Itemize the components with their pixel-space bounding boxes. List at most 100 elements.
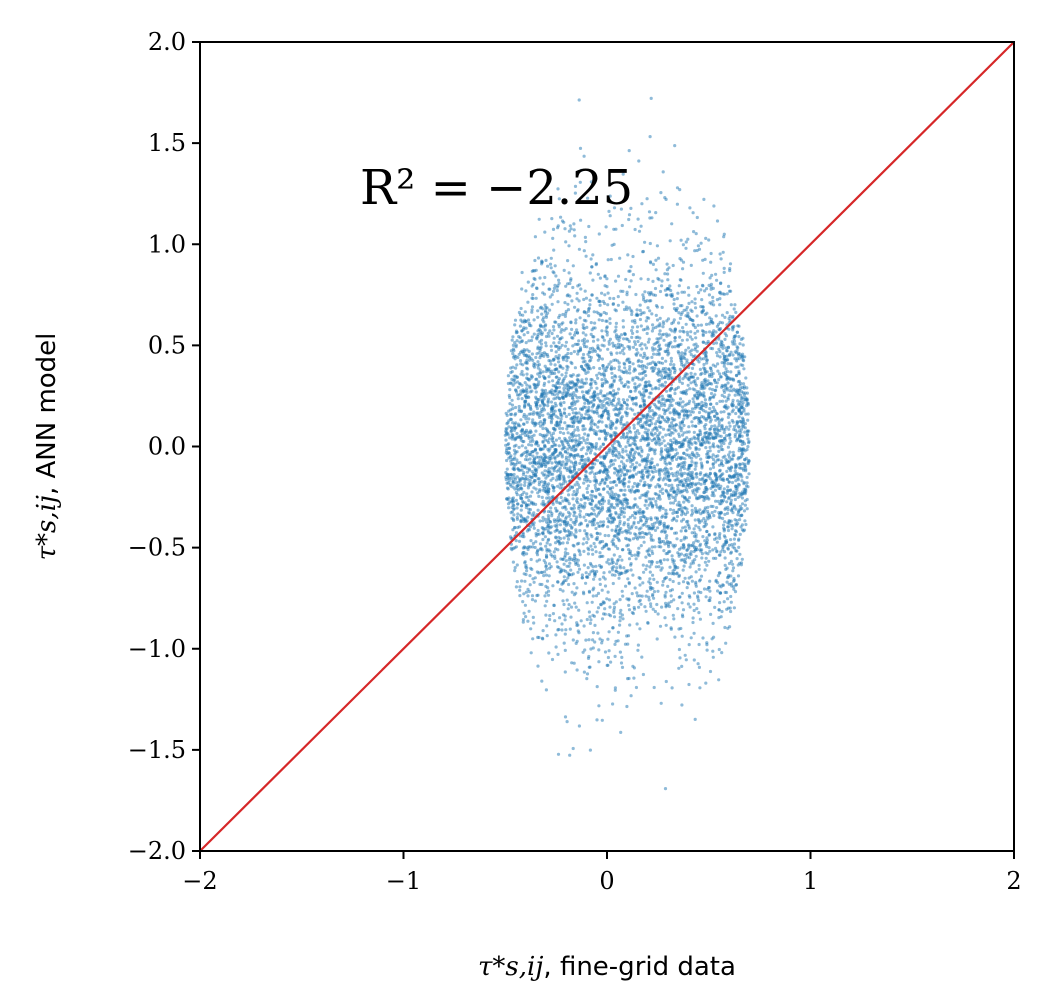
scatter-point	[543, 328, 547, 332]
scatter-point	[668, 411, 672, 415]
scatter-point	[741, 452, 745, 456]
scatter-point	[640, 311, 644, 315]
scatter-point	[708, 445, 712, 449]
scatter-point	[588, 451, 593, 455]
scatter-point	[720, 609, 724, 614]
scatter-point	[680, 494, 685, 498]
scatter-point	[716, 574, 721, 578]
scatter-point	[587, 405, 591, 410]
scatter-point	[547, 415, 551, 419]
scatter-point	[699, 471, 703, 475]
scatter-point	[732, 339, 737, 343]
scatter-point	[663, 458, 667, 463]
scatter-point	[603, 293, 607, 297]
scatter-point	[600, 414, 604, 418]
scatter-point	[679, 238, 683, 242]
scatter-point	[651, 326, 655, 330]
scatter-point	[510, 398, 514, 402]
scatter-point	[731, 377, 735, 381]
scatter-point	[695, 475, 699, 479]
scatter-point	[718, 571, 722, 575]
scatter-point	[734, 549, 738, 553]
scatter-point	[653, 545, 657, 549]
scatter-point	[564, 628, 568, 632]
scatter-point	[524, 590, 529, 594]
scatter-point	[576, 629, 580, 633]
scatter-point	[649, 419, 653, 423]
scatter-point	[664, 482, 668, 487]
scatter-point	[724, 641, 728, 645]
scatter-point	[658, 522, 662, 527]
scatter-point	[550, 302, 554, 306]
scatter-point	[635, 435, 639, 439]
scatter-point	[633, 516, 637, 520]
scatter-point	[620, 548, 625, 552]
scatter-point	[668, 565, 672, 569]
scatter-point	[684, 481, 688, 485]
scatter-point	[515, 563, 519, 567]
scatter-point	[671, 569, 675, 573]
scatter-point	[549, 433, 554, 437]
scatter-point	[595, 373, 599, 377]
scatter-point	[606, 517, 610, 521]
scatter-point	[544, 394, 548, 398]
scatter-point	[633, 510, 637, 514]
scatter-point	[542, 381, 547, 385]
scatter-point	[680, 489, 684, 493]
scatter-point	[719, 444, 724, 448]
scatter-point	[734, 374, 739, 378]
scatter-point	[664, 488, 668, 492]
scatter-point	[586, 352, 590, 356]
scatter-point	[575, 378, 579, 382]
scatter-point	[735, 523, 739, 527]
scatter-point	[531, 577, 535, 581]
scatter-point	[654, 211, 658, 215]
scatter-point	[536, 366, 540, 370]
scatter-point	[602, 455, 606, 459]
scatter-point	[678, 354, 682, 358]
scatter-point	[648, 309, 652, 313]
scatter-point	[723, 428, 727, 432]
scatter-point	[552, 341, 556, 345]
scatter-point	[561, 506, 565, 510]
scatter-point	[587, 572, 591, 577]
scatter-point	[691, 211, 695, 215]
scatter-point	[544, 334, 549, 339]
scatter-point	[643, 290, 647, 294]
scatter-point	[620, 665, 625, 670]
scatter-point	[576, 415, 580, 419]
scatter-point	[694, 570, 698, 574]
scatter-point	[514, 412, 518, 416]
scatter-point	[586, 484, 591, 488]
scatter-point	[559, 417, 563, 421]
scatter-point	[642, 535, 646, 539]
scatter-point	[619, 730, 623, 735]
scatter-point	[618, 611, 622, 615]
scatter-point	[523, 310, 527, 314]
scatter-point	[695, 314, 699, 318]
scatter-point	[627, 426, 632, 430]
scatter-point	[523, 403, 527, 407]
scatter-point	[650, 409, 654, 413]
scatter-point	[620, 460, 624, 464]
scatter-point	[710, 273, 714, 277]
scatter-point	[672, 598, 676, 602]
scatter-point	[706, 450, 710, 454]
scatter-point	[631, 462, 635, 466]
scatter-point	[638, 531, 642, 535]
scatter-point	[523, 480, 527, 484]
scatter-point	[685, 436, 689, 440]
scatter-point	[591, 346, 595, 350]
scatter-point	[653, 448, 657, 452]
scatter-point	[740, 479, 744, 483]
scatter-point	[572, 449, 576, 453]
scatter-point	[685, 490, 689, 494]
scatter-point	[663, 577, 667, 581]
scatter-point	[695, 358, 700, 362]
scatter-point	[558, 430, 563, 434]
scatter-point	[633, 450, 638, 454]
scatter-point	[678, 335, 682, 339]
scatter-point	[562, 411, 566, 415]
scatter-point	[590, 419, 594, 423]
scatter-point	[545, 547, 549, 552]
